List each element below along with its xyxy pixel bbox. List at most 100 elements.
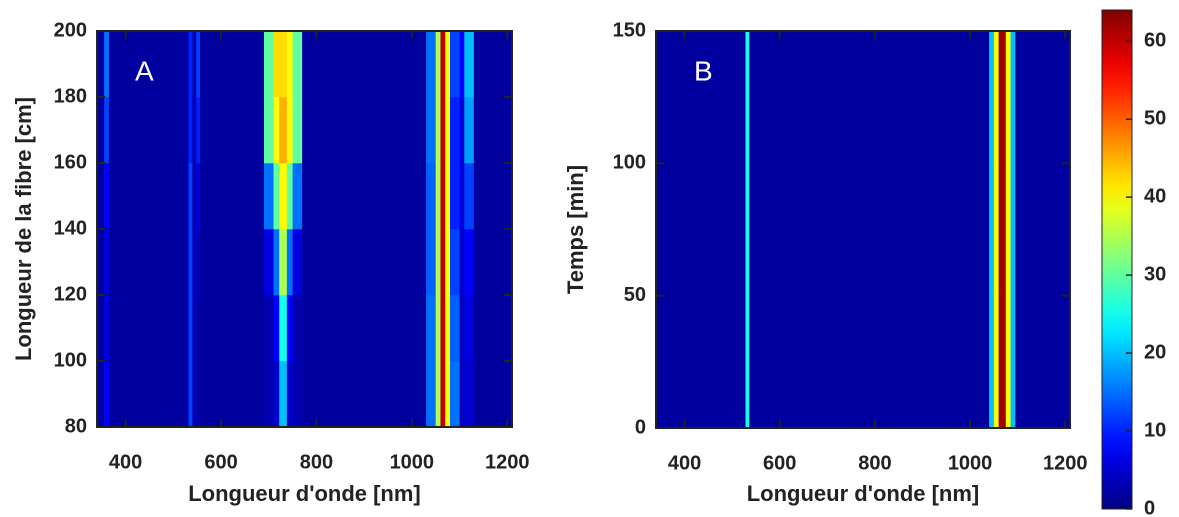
heatmap-cell (1015, 295, 1071, 429)
heatmap-cell (302, 295, 427, 362)
heatmap-cell (196, 295, 201, 362)
heatmap-cell (1015, 31, 1071, 164)
heatmap-cell (302, 361, 427, 428)
heatmap-cell (435, 295, 441, 362)
heatmap-cell (473, 163, 513, 230)
panel-label: A (135, 55, 154, 86)
heatmap-cell (292, 97, 303, 164)
heatmap-cell (104, 361, 110, 428)
heatmap-cell (286, 361, 293, 428)
heatmap-cell (464, 31, 475, 98)
heatmap-cell (196, 229, 201, 296)
heatmap-cell (185, 163, 189, 230)
y-tick-label: 140 (54, 217, 87, 239)
heatmap-cell (998, 295, 1007, 429)
heatmap-cell (188, 361, 193, 428)
heatmap-cell (200, 229, 265, 296)
heatmap-cell (464, 97, 475, 164)
heatmap-cell (192, 163, 197, 230)
heatmap-cell (449, 163, 460, 230)
heatmap-cell (188, 229, 193, 296)
heatmap-cell (459, 229, 465, 296)
plot-frame (655, 30, 1071, 429)
heatmap-cell (279, 31, 288, 98)
heatmap-cell (459, 361, 465, 428)
heatmap-cell (108, 229, 186, 296)
heatmap-cell (292, 361, 303, 428)
heatmap-cell (263, 97, 274, 164)
heatmap-cell (200, 31, 265, 98)
heatmap-cell (104, 229, 110, 296)
y-axis-label: Temps [min] (563, 165, 588, 294)
heatmap-cell (464, 361, 475, 428)
heatmap-cell (188, 31, 193, 98)
heatmap-cell (993, 163, 999, 296)
heatmap-cell (196, 163, 201, 230)
heatmap-cell (273, 163, 280, 230)
heatmap-cell (1010, 295, 1016, 429)
y-tick-label: 180 (54, 85, 87, 107)
y-tick-label: 150 (613, 19, 646, 41)
y-axis-label: Longueur de la fibre [cm] (11, 97, 36, 361)
heatmap-cell (435, 163, 441, 230)
y-tick-label: 100 (54, 349, 87, 371)
heatmap-cell (998, 163, 1007, 296)
heatmap-cell (97, 361, 105, 428)
heatmap-cell (192, 97, 197, 164)
heatmap-cell (108, 361, 186, 428)
heatmap-cell (449, 229, 460, 296)
x-tick-label: 1000 (390, 451, 435, 473)
heatmap-cell (745, 163, 750, 296)
heatmap-cell (292, 31, 303, 98)
heatmap-cell (104, 295, 110, 362)
heatmap-cell (440, 229, 446, 296)
colorbar-tick-label: 10 (1144, 419, 1166, 441)
heatmap-cell (440, 163, 446, 230)
heatmap-cell (473, 97, 513, 164)
heatmap-cell (745, 295, 750, 429)
heatmap-cell (279, 163, 288, 230)
heatmap-cell (185, 97, 189, 164)
x-tick-label: 1200 (1043, 452, 1088, 474)
heatmap-cell (279, 229, 288, 296)
heatmap-cell (449, 31, 460, 98)
x-axis-label: Longueur d'onde [nm] (747, 481, 980, 506)
heatmap-cell (108, 295, 186, 362)
heatmap-cell (435, 31, 441, 98)
heatmap-cell (473, 361, 513, 428)
heatmap-cell (97, 295, 105, 362)
heatmap-cell (449, 361, 460, 428)
y-tick-label: 160 (54, 151, 87, 173)
heatmap-cell (104, 163, 110, 230)
heatmap-cell (998, 31, 1007, 164)
heatmap-cell (435, 361, 441, 428)
heatmap-cell (464, 229, 475, 296)
y-tick-label: 120 (54, 283, 87, 305)
heatmap-cell (104, 97, 110, 164)
heatmap-cell (449, 97, 460, 164)
heatmap-cell (196, 361, 201, 428)
heatmap-cell (263, 229, 274, 296)
heatmap-cell (749, 163, 990, 296)
heatmap-cell (196, 31, 201, 98)
x-tick-label: 1200 (485, 451, 530, 473)
heatmap-cell (279, 295, 288, 362)
panel-label: B (694, 55, 713, 86)
heatmap-cell (196, 97, 201, 164)
colorbar-tick-label: 30 (1144, 263, 1166, 285)
heatmap-cell (989, 163, 995, 296)
heatmap-cell (656, 295, 746, 429)
heatmap-cell (1015, 163, 1071, 296)
heatmap-cell (263, 361, 274, 428)
heatmap-cell (185, 229, 189, 296)
x-axis-label: Longueur d'onde [nm] (188, 481, 421, 506)
heatmap-cell (449, 295, 460, 362)
heatmap-cell (273, 361, 280, 428)
heatmap-cell (286, 229, 293, 296)
heatmap-cell (459, 295, 465, 362)
heatmap-cell (292, 229, 303, 296)
heatmap-cell (473, 295, 513, 362)
heatmap-cell (273, 31, 280, 98)
heatmap-cell (426, 31, 436, 98)
heatmap-cell (286, 163, 293, 230)
